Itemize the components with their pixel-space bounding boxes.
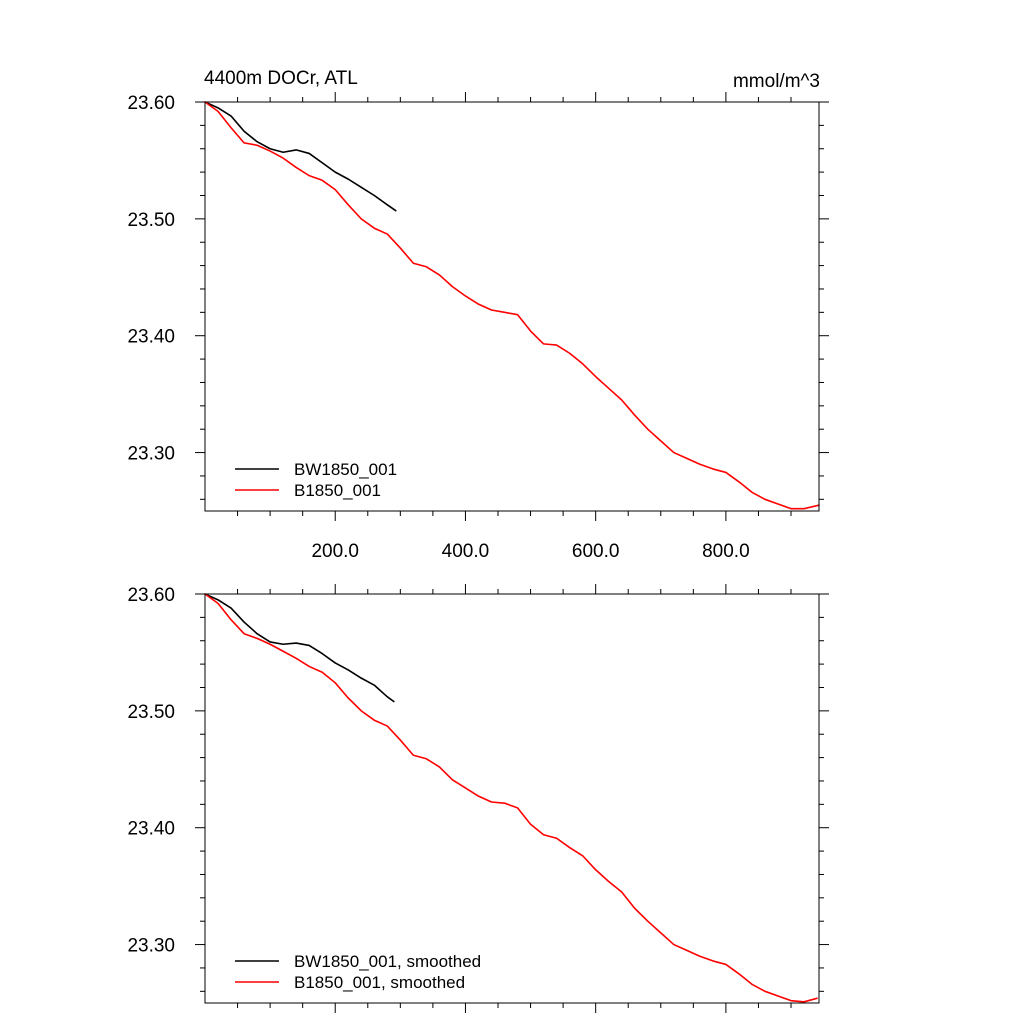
legend-label-b1850: B1850_001 <box>294 481 381 500</box>
bottom-panel-ticks <box>195 584 829 1013</box>
bottom-panel-series-lines <box>204 593 818 1003</box>
top-panel-ticks <box>195 92 829 521</box>
top-panel: 4400m DOCr, ATL mmol/m^3 23.30 23.40 23.50… <box>127 68 829 562</box>
y-tick-label: 23.60 <box>127 585 175 606</box>
chart-title: 4400m DOCr, ATL <box>204 68 358 89</box>
y-tick-label: 23.50 <box>127 210 175 231</box>
units-label: mmol/m^3 <box>733 71 820 92</box>
bottom-panel-legend: BW1850_001, smoothed B1850_001, smoothed <box>235 952 481 992</box>
series-line-b1850-001 <box>204 101 820 510</box>
bottom-panel: 23.30 23.40 23.50 23.60 BW1850_001, smoothe… <box>127 584 829 1013</box>
y-tick-label: 23.50 <box>127 702 175 723</box>
legend-label-bw1850: BW1850_001 <box>294 460 397 479</box>
series-line-b1850-001-smoothed <box>204 593 818 1003</box>
x-tick-label: 200.0 <box>311 541 359 562</box>
y-tick-label: 23.30 <box>127 936 175 957</box>
top-panel-y-tick-labels: 23.30 23.40 23.50 23.60 <box>127 93 175 465</box>
x-tick-label: 800.0 <box>702 541 750 562</box>
y-tick-label: 23.40 <box>127 819 175 840</box>
legend-label-bw1850-smoothed: BW1850_001, smoothed <box>294 952 481 971</box>
x-tick-label: 600.0 <box>572 541 620 562</box>
y-tick-label: 23.30 <box>127 444 175 465</box>
top-panel-x-tick-labels: 200.0 400.0 600.0 800.0 <box>311 541 749 562</box>
bottom-panel-y-tick-labels: 23.30 23.40 23.50 23.60 <box>127 585 175 957</box>
top-panel-series-lines <box>204 101 820 510</box>
top-panel-frame <box>204 101 820 512</box>
bottom-panel-frame <box>204 593 820 1004</box>
y-tick-label: 23.40 <box>127 327 175 348</box>
legend-label-b1850-smoothed: B1850_001, smoothed <box>294 973 465 992</box>
y-tick-label: 23.60 <box>127 93 175 114</box>
series-line-bw1850-001 <box>204 101 397 212</box>
top-panel-legend: BW1850_001 B1850_001 <box>235 460 397 500</box>
series-line-bw1850-001-smoothed <box>204 593 395 703</box>
x-tick-label: 400.0 <box>442 541 490 562</box>
